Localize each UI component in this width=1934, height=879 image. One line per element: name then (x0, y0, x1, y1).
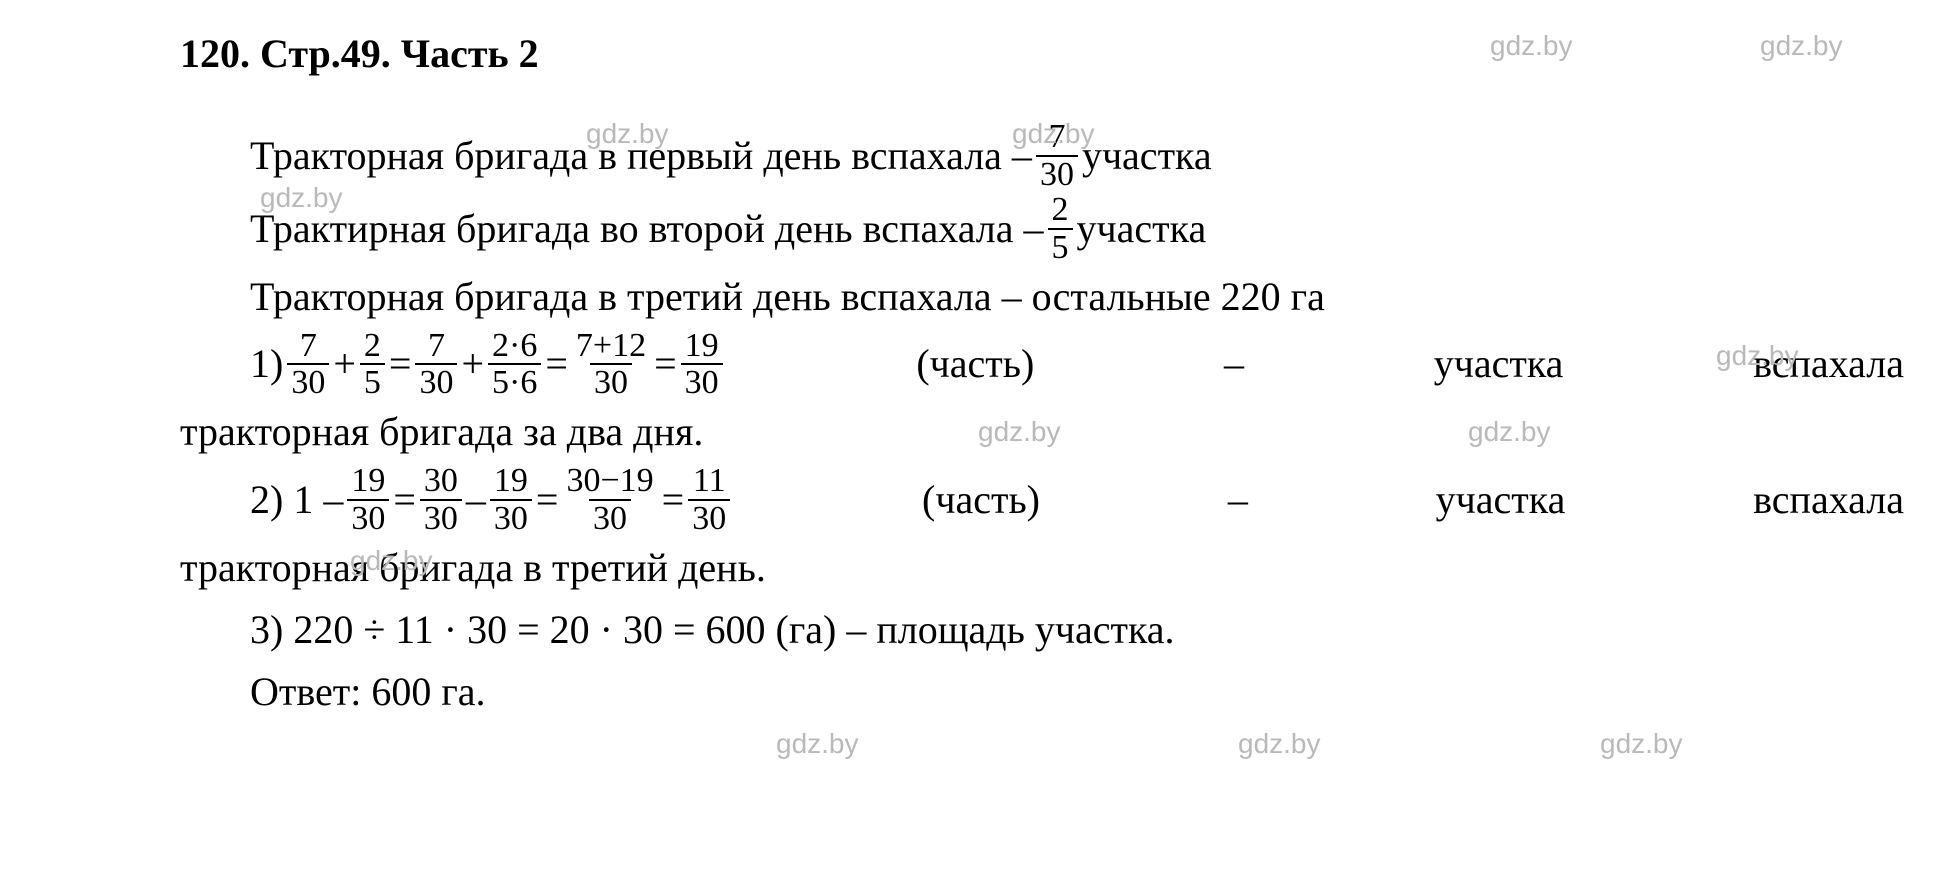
text: вспахала (1753, 469, 1904, 531)
watermark: gdz.by (776, 728, 859, 760)
text: + (333, 333, 356, 395)
denominator: 5 (1048, 228, 1073, 266)
text: + (461, 333, 484, 395)
text: участка (1082, 125, 1212, 187)
text: Тракторная бригада в третий день вспахал… (250, 266, 1325, 328)
numerator: 7 (424, 328, 449, 364)
fraction: 7 30 (1036, 119, 1078, 192)
denominator: 30 (415, 363, 457, 401)
denominator: 30 (1036, 155, 1078, 193)
denominator: 30 (347, 499, 389, 537)
numerator: 2·6 (488, 328, 541, 364)
text: – (1228, 469, 1248, 531)
line-3: Тракторная бригада в третий день вспахал… (180, 266, 1834, 328)
text: = (536, 469, 559, 531)
numerator: 11 (689, 463, 730, 499)
numerator: 30−19 (562, 463, 657, 499)
watermark: gdz.by (1600, 728, 1683, 760)
numerator: 7+12 (572, 328, 650, 364)
denominator: 5 (360, 363, 385, 401)
text: = (389, 333, 412, 395)
text: – (466, 469, 486, 531)
equation-1-math: 1) 730 + 25 = 730 + 2·65·6 = 7+1230 = 19… (250, 328, 727, 401)
fraction: 1930 (347, 463, 389, 536)
equation-3: 3) 220 ÷ 11 · 30 = 20 · 30 = 600 (га) – … (180, 599, 1834, 661)
text: Трактирная бригада во второй день вспаха… (250, 198, 1044, 260)
fraction: 1930 (490, 463, 532, 536)
text: (часть) (916, 333, 1034, 395)
fraction: 730 (287, 328, 329, 401)
numerator: 19 (490, 463, 532, 499)
fraction: 1130 (688, 463, 730, 536)
watermark: gdz.by (1238, 728, 1321, 760)
text: (часть) (922, 469, 1040, 531)
text: = (393, 469, 416, 531)
answer-line: Ответ: 600 га. (180, 661, 1834, 723)
denominator: 30 (490, 499, 532, 537)
text: 3) 220 ÷ 11 · 30 = 20 · 30 = 600 (га) – … (250, 599, 1175, 661)
denominator: 30 (688, 499, 730, 537)
denominator: 30 (287, 363, 329, 401)
text: тракторная бригада в третий день. (180, 537, 766, 599)
fraction: 30−1930 (562, 463, 657, 536)
numerator: 2 (1048, 192, 1073, 228)
text: – (1224, 333, 1244, 395)
text: 2) 1 – (250, 469, 343, 531)
denominator: 5·6 (488, 363, 541, 401)
equation-1-cont: тракторная бригада за два дня. (180, 401, 1834, 463)
equation-2: 2) 1 – 1930 = 3030 – 1930 = 30−1930 = 11… (180, 463, 1904, 536)
text: = (662, 469, 685, 531)
equation-2-cont: тракторная бригада в третий день. (180, 537, 1834, 599)
denominator: 30 (681, 363, 723, 401)
fraction: 1930 (681, 328, 723, 401)
text: Ответ: 600 га. (250, 661, 486, 723)
text: 1) (250, 333, 283, 395)
numerator: 19 (347, 463, 389, 499)
fraction: 2·65·6 (488, 328, 541, 401)
line-2: Трактирная бригада во второй день вспаха… (180, 192, 1834, 265)
text: = (545, 333, 568, 395)
text: Тракторная бригада в первый день вспахал… (250, 125, 1032, 187)
fraction: 25 (360, 328, 385, 401)
fraction: 3030 (420, 463, 462, 536)
text: тракторная бригада за два дня. (180, 401, 703, 463)
numerator: 2 (360, 328, 385, 364)
numerator: 30 (420, 463, 462, 499)
problem-title: 120. Стр.49. Часть 2 (180, 30, 1834, 77)
text: участка (1434, 333, 1564, 395)
numerator: 7 (1044, 119, 1069, 155)
fraction: 2 5 (1048, 192, 1073, 265)
equation-1: 1) 730 + 25 = 730 + 2·65·6 = 7+1230 = 19… (180, 328, 1904, 401)
text: вспахала (1753, 333, 1904, 395)
text: участка (1077, 198, 1207, 260)
text: = (654, 333, 677, 395)
line-1: Тракторная бригада в первый день вспахал… (180, 119, 1834, 192)
fraction: 7+1230 (572, 328, 650, 401)
numerator: 7 (296, 328, 321, 364)
page: 120. Стр.49. Часть 2 Тракторная бригада … (0, 0, 1934, 879)
numerator: 19 (681, 328, 723, 364)
denominator: 30 (590, 363, 632, 401)
denominator: 30 (589, 499, 631, 537)
equation-2-math: 2) 1 – 1930 = 3030 – 1930 = 30−1930 = 11… (250, 463, 734, 536)
fraction: 730 (415, 328, 457, 401)
text: участка (1436, 469, 1566, 531)
denominator: 30 (420, 499, 462, 537)
